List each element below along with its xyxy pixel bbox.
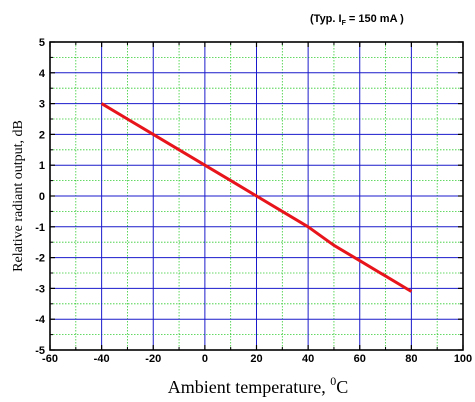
- y-axis-title: Relative radiant output, dB: [11, 120, 26, 272]
- x-tick-label: -60: [42, 353, 58, 365]
- y-tick-label: 3: [39, 99, 45, 111]
- condition-annotation: (Typ. IF = 150 mA ): [310, 13, 404, 27]
- x-tick-label: 40: [302, 353, 314, 365]
- x-tick-label: -40: [94, 353, 110, 365]
- y-tick-label: 0: [39, 191, 45, 203]
- x-tick-label: 100: [454, 353, 472, 365]
- y-tick-labels: -5 -4 -3 -2 -1 0 1 2 3 4 5: [35, 37, 46, 357]
- y-tick-label: -1: [35, 222, 45, 234]
- y-tick-label: -3: [35, 283, 45, 295]
- y-tick-label: 2: [39, 129, 45, 141]
- x-tick-label: 0: [202, 353, 208, 365]
- y-tick-label: 4: [39, 68, 46, 80]
- x-tick-label: 60: [354, 353, 366, 365]
- x-tick-label: 80: [405, 353, 417, 365]
- x-axis-title: Ambient temperature, 0C: [168, 374, 348, 397]
- x-tick-label: 20: [250, 353, 262, 365]
- y-tick-label: 5: [39, 37, 45, 49]
- plot-frame: [49, 41, 464, 351]
- x-tick-label: -20: [145, 353, 161, 365]
- x-tick-labels: -60 -40 -20 0 20 40 60 80 100: [42, 353, 472, 365]
- series-line: [100, 102, 413, 293]
- y-tick-label: -2: [35, 253, 45, 265]
- y-tick-label: 1: [39, 160, 45, 172]
- series-layer: [100, 102, 413, 293]
- y-tick-label: -5: [35, 345, 45, 357]
- y-tick-label: -4: [35, 314, 46, 326]
